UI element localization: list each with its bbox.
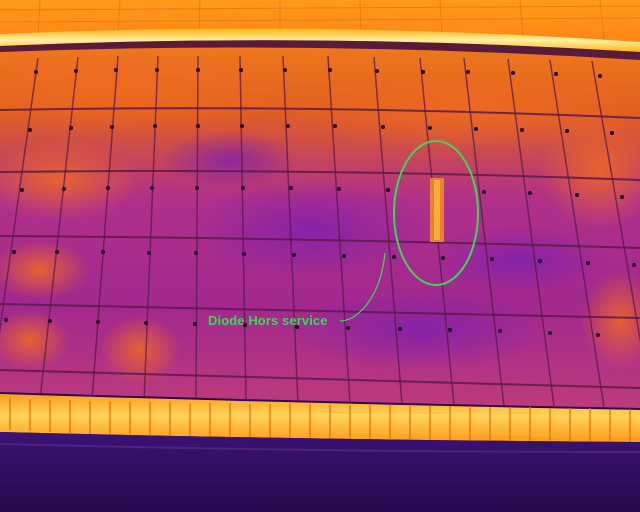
- annotation-leader-line: [339, 252, 386, 322]
- fault-highlight-ellipse: [393, 140, 479, 286]
- solar-panel-array: [0, 47, 640, 408]
- lower-facade: [0, 432, 640, 512]
- upper-roof-ridges: [0, 0, 640, 41]
- lower-strip-ribs: [9, 398, 631, 442]
- panel-grid-rows: [0, 107, 640, 389]
- lower-hot-strip: [0, 394, 640, 442]
- upper-dark-gap: [0, 40, 640, 62]
- annotation-label: Diode Hors service: [208, 313, 328, 328]
- panel-clamps: [4, 68, 636, 337]
- panel-grid-columns: [0, 55, 640, 408]
- upper-hot-strip: [0, 28, 640, 52]
